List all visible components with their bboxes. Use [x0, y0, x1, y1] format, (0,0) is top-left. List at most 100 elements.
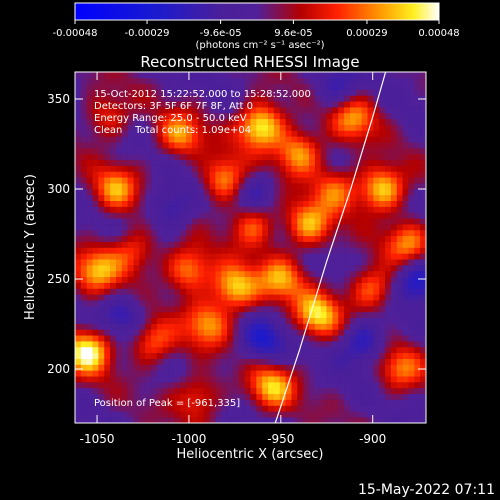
heatmap-cell	[338, 124, 345, 131]
heatmap-cell	[285, 165, 292, 172]
heatmap-cell	[127, 370, 134, 377]
heatmap-cell	[92, 306, 99, 313]
heatmap-cell	[121, 311, 128, 318]
heatmap-cell	[156, 376, 164, 383]
heatmap-cell	[92, 194, 99, 201]
heatmap-cell	[262, 352, 269, 359]
heatmap-cell	[139, 118, 146, 125]
heatmap-cell	[262, 399, 269, 406]
heatmap-cell	[121, 189, 128, 196]
heatmap-cell	[344, 83, 351, 90]
heatmap-cell	[162, 200, 169, 207]
heatmap-cell	[326, 112, 333, 120]
heatmap-cell	[197, 124, 204, 131]
heatmap-cell	[209, 101, 216, 108]
heatmap-cell	[262, 112, 269, 120]
heatmap-cell	[420, 212, 426, 219]
heatmap-cell	[238, 159, 245, 166]
heatmap-cell	[385, 306, 392, 313]
heatmap-cell	[273, 288, 281, 295]
heatmap-cell	[291, 247, 298, 254]
heatmap-cell	[297, 107, 304, 114]
heatmap-cell	[80, 270, 87, 278]
heatmap-cell	[390, 335, 398, 342]
heatmap-cell	[156, 317, 164, 324]
heatmap-cell	[273, 206, 281, 213]
heatmap-cell	[110, 83, 117, 90]
heatmap-cell	[151, 130, 158, 137]
heatmap-cell	[227, 376, 234, 383]
heatmap-cell	[168, 370, 175, 377]
heatmap-cell	[86, 282, 93, 289]
heatmap-cell	[355, 282, 362, 289]
heatmap-cell	[320, 247, 327, 254]
heatmap-cell	[127, 352, 134, 359]
heatmap-cell	[127, 288, 134, 295]
heatmap-cell	[390, 153, 398, 161]
heatmap-cell	[402, 311, 409, 318]
heatmap-cell	[361, 253, 368, 260]
heatmap-cell	[420, 148, 426, 155]
heatmap-cell	[344, 270, 351, 278]
heatmap-cell	[285, 323, 292, 330]
heatmap-cell	[414, 118, 421, 125]
heatmap-cell	[414, 95, 421, 102]
heatmap-cell	[98, 300, 105, 307]
heatmap-cell	[314, 77, 321, 84]
heatmap-cell	[256, 95, 263, 102]
heatmap-cell	[273, 171, 281, 178]
heatmap-cell	[390, 306, 398, 313]
peak-position-label: Position of Peak = [-961,335]	[94, 398, 240, 409]
heatmap-cell	[203, 247, 210, 254]
heatmap-cell	[238, 306, 245, 313]
heatmap-cell	[180, 323, 187, 330]
heatmap-cell	[110, 153, 117, 161]
heatmap-cell	[192, 411, 199, 418]
heatmap-cell	[297, 329, 304, 336]
heatmap-cell	[344, 259, 351, 266]
heatmap-cell	[402, 387, 409, 395]
heatmap-cell	[279, 118, 286, 125]
heatmap-cell	[232, 124, 240, 131]
heatmap-cell	[92, 282, 99, 289]
heatmap-cell	[139, 259, 146, 266]
heatmap-cell	[227, 405, 234, 412]
heatmap-cell	[92, 89, 99, 96]
heatmap-cell	[420, 206, 426, 213]
heatmap-cell	[238, 89, 245, 96]
heatmap-cell	[244, 300, 251, 307]
heatmap-cell	[262, 323, 269, 330]
heatmap-cell	[186, 376, 193, 383]
heatmap-cell	[139, 165, 146, 172]
heatmap-cell	[379, 259, 386, 266]
heatmap-cell	[250, 300, 257, 307]
heatmap-cell	[297, 95, 304, 102]
heatmap-cell	[221, 189, 228, 196]
heatmap-cell	[297, 183, 304, 190]
heatmap-cell	[291, 148, 298, 155]
heatmap-cell	[256, 200, 263, 207]
heatmap-cell	[285, 306, 292, 313]
heatmap-cell	[121, 212, 128, 219]
heatmap-cell	[355, 411, 362, 418]
heatmap-cell	[291, 218, 298, 225]
heatmap-cell	[151, 358, 158, 365]
heatmap-cell	[133, 393, 140, 400]
heatmap-cell	[162, 311, 169, 318]
heatmap-cell	[197, 83, 204, 90]
heatmap-cell	[309, 171, 316, 178]
heatmap-cell	[139, 229, 146, 237]
heatmap-cell	[186, 112, 193, 120]
heatmap-cell	[238, 112, 245, 120]
heatmap-cell	[326, 317, 333, 324]
heatmap-cell	[367, 341, 374, 348]
heatmap-cell	[268, 329, 275, 336]
heatmap-cell	[309, 382, 316, 389]
heatmap-cell	[215, 101, 222, 108]
heatmap-cell	[285, 335, 292, 342]
heatmap-cell	[326, 171, 333, 178]
heatmap-cell	[273, 194, 281, 201]
x-tick-label: -950	[267, 432, 294, 446]
heatmap-cell	[332, 165, 339, 172]
heatmap-cell	[104, 159, 111, 166]
